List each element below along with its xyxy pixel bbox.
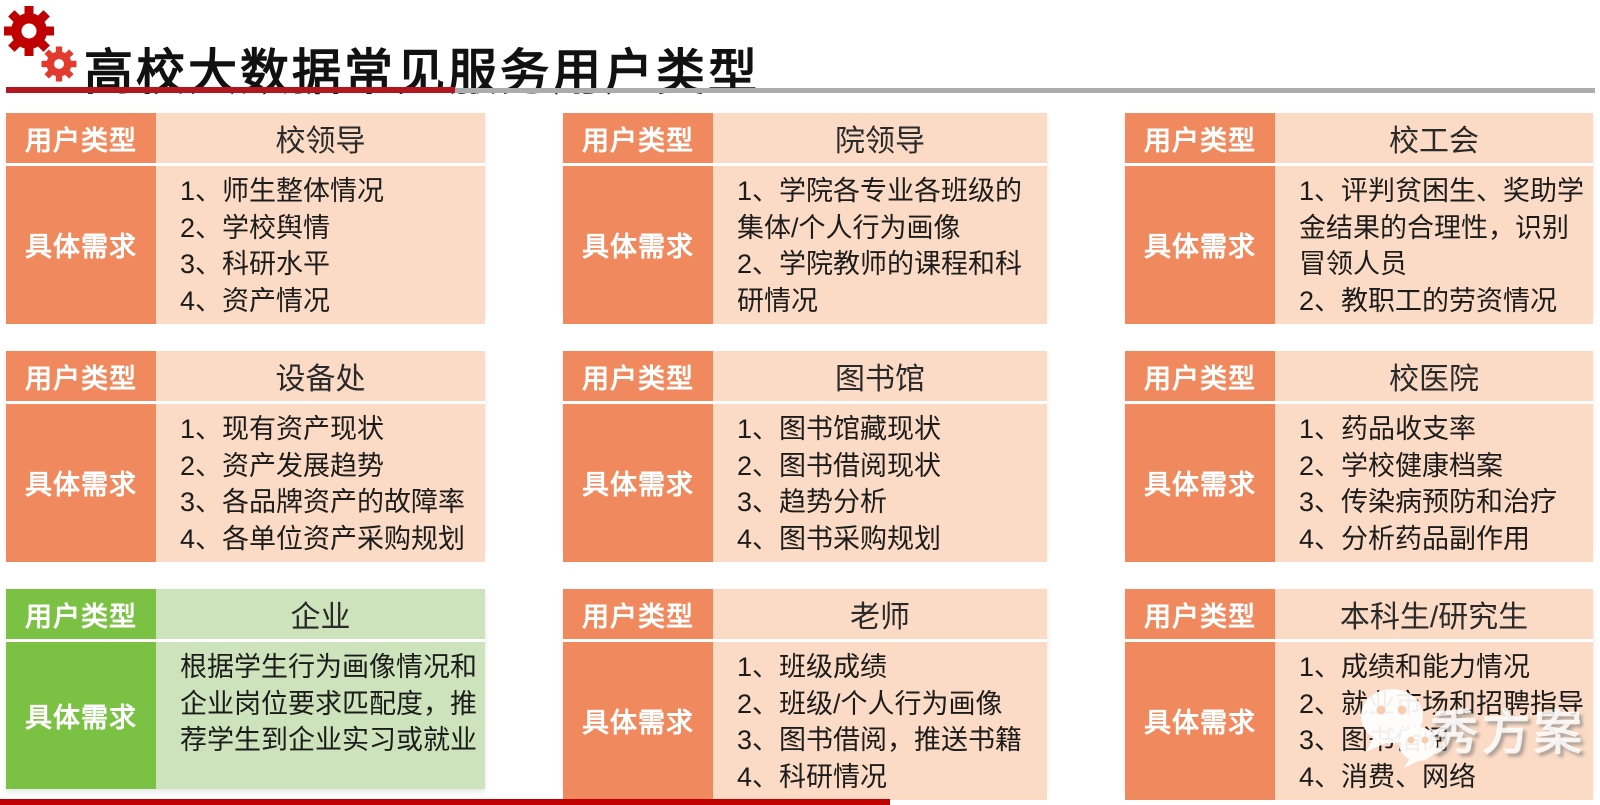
user-type-label: 用户类型 (6, 351, 156, 401)
need-item: 2、教职工的劳资情况 (1299, 286, 1558, 317)
card-user-type: 老师 (713, 589, 1047, 639)
user-type-label: 用户类型 (563, 351, 713, 401)
card-user-type: 图书馆 (713, 351, 1047, 401)
user-type-label: 用户类型 (6, 113, 156, 163)
need-item: 1、师生整体情况 (180, 176, 385, 206)
need-item: 1、现有资产现状 (180, 414, 385, 444)
need-item: 4、图书采购规划 (737, 524, 942, 555)
need-item: 2、就业市场和招聘指导 (1299, 688, 1585, 719)
user-card-5: 用户类型 图书馆 具体需求 1、图书馆藏现状 2、图书借阅现状 3、趋势分析 4、图书采购规… (563, 351, 1047, 562)
needs-label: 具体需求 (563, 642, 713, 800)
need-item: 3、图书借阅，推送书籍 (737, 725, 1023, 756)
card-user-type: 企业 (156, 589, 485, 639)
user-type-label: 用户类型 (6, 589, 156, 639)
need-item: 1、学院各专业各班级的集体/个人行为画像 (737, 176, 1023, 243)
user-type-label: 用户类型 (563, 113, 713, 163)
card-needs-list: 根据学生行为画像情况和企业岗位要求匹配度，推荐学生到企业实习或就业 (156, 642, 485, 789)
user-type-label: 用户类型 (1125, 113, 1275, 163)
user-card-7: 用户类型 企业 具体需求 根据学生行为画像情况和企业岗位要求匹配度，推荐学生到企业实习… (6, 589, 485, 789)
need-item: 1、班级成绩 (737, 652, 888, 682)
need-item: 4、消费、网络 (1299, 762, 1477, 793)
user-card-9: 用户类型 本科生/研究生 具体需求 1、成绩和能力情况 2、就业市场和招聘指导 3、图书借… (1125, 589, 1593, 800)
needs-label: 具体需求 (1125, 404, 1275, 562)
need-item: 4、分析药品副作用 (1299, 524, 1531, 555)
user-card-3: 用户类型 校工会 具体需求 1、评判贫困生、奖助学金结果的合理性，识别冒领人员 2、教职… (1125, 113, 1593, 324)
needs-label: 具体需求 (563, 404, 713, 562)
user-type-label: 用户类型 (1125, 351, 1275, 401)
need-item: 2、资产发展趋势 (180, 450, 385, 481)
needs-label: 具体需求 (1125, 642, 1275, 800)
title-underline-red (6, 87, 455, 93)
need-item: 4、各单位资产采购规划 (180, 524, 466, 555)
card-needs-list: 1、现有资产现状 2、资产发展趋势 3、各品牌资产的故障率 4、各单位资产采购规划 (156, 404, 485, 562)
card-user-type: 校医院 (1275, 351, 1593, 401)
card-user-type: 校工会 (1275, 113, 1593, 163)
need-item: 1、药品收支率 (1299, 414, 1477, 444)
card-needs-list: 1、评判贫困生、奖助学金结果的合理性，识别冒领人员 2、教职工的劳资情况 (1275, 166, 1593, 324)
need-item: 2、学校健康档案 (1299, 450, 1504, 481)
need-item: 4、科研情况 (737, 762, 888, 793)
needs-label: 具体需求 (1125, 166, 1275, 324)
user-type-label: 用户类型 (563, 589, 713, 639)
gear-icon (4, 6, 77, 82)
card-needs-list: 1、学院各专业各班级的集体/个人行为画像 2、学院教师的课程和科研情况 (713, 166, 1047, 324)
need-item: 2、班级/个人行为画像 (737, 688, 1003, 719)
need-item: 4、资产情况 (180, 286, 331, 317)
need-item: 1、评判贫困生、奖助学金结果的合理性，识别冒领人员 (1299, 176, 1585, 280)
need-item: 2、学院教师的课程和科研情况 (737, 249, 1023, 317)
need-item: 3、科研水平 (180, 249, 331, 280)
need-item: 3、传染病预防和治疗 (1299, 487, 1558, 518)
user-card-1: 用户类型 校领导 具体需求 1、师生整体情况 2、学校舆情 3、科研水平 4、资产情况 (6, 113, 485, 324)
need-item: 1、图书馆藏现状 (737, 414, 942, 444)
title-underline-gray (455, 88, 1595, 93)
card-user-type: 院领导 (713, 113, 1047, 163)
needs-label: 具体需求 (563, 166, 713, 324)
cards-grid: 用户类型 校领导 具体需求 1、师生整体情况 2、学校舆情 3、科研水平 4、资产情况 用户类… (6, 113, 1593, 800)
user-card-2: 用户类型 院领导 具体需求 1、学院各专业各班级的集体/个人行为画像 2、学院教师的课程… (563, 113, 1047, 324)
page-title: 高校大数据常见服务用户类型 (84, 45, 761, 100)
card-needs-list: 1、药品收支率 2、学校健康档案 3、传染病预防和治疗 4、分析药品副作用 (1275, 404, 1593, 562)
slide-header: 高校大数据常见服务用户类型 (0, 0, 1600, 100)
need-item: 3、各品牌资产的故障率 (180, 487, 466, 518)
card-needs-list: 1、师生整体情况 2、学校舆情 3、科研水平 4、资产情况 (156, 166, 485, 324)
user-card-4: 用户类型 设备处 具体需求 1、现有资产现状 2、资产发展趋势 3、各品牌资产的故障率 4、… (6, 351, 485, 562)
card-needs-list: 1、成绩和能力情况 2、就业市场和招聘指导 3、图书借阅 4、消费、网络 (1275, 642, 1593, 800)
need-item: 2、学校舆情 (180, 212, 331, 243)
needs-label: 具体需求 (6, 404, 156, 562)
user-type-label: 用户类型 (1125, 589, 1275, 639)
needs-label: 具体需求 (6, 166, 156, 324)
user-card-6: 用户类型 校医院 具体需求 1、药品收支率 2、学校健康档案 3、传染病预防和治疗 4、分析… (1125, 351, 1593, 562)
need-item: 1、成绩和能力情况 (1299, 652, 1531, 682)
card-user-type: 设备处 (156, 351, 485, 401)
user-card-8: 用户类型 老师 具体需求 1、班级成绩 2、班级/个人行为画像 3、图书借阅，推送书籍 4、… (563, 589, 1047, 800)
need-item: 2、图书借阅现状 (737, 450, 942, 481)
card-user-type: 本科生/研究生 (1275, 589, 1593, 639)
card-user-type: 校领导 (156, 113, 485, 163)
need-item: 根据学生行为画像情况和企业岗位要求匹配度，推荐学生到企业实习或就业 (180, 652, 477, 756)
card-needs-list: 1、班级成绩 2、班级/个人行为画像 3、图书借阅，推送书籍 4、科研情况 (713, 642, 1047, 800)
needs-label: 具体需求 (6, 642, 156, 789)
need-item: 3、趋势分析 (737, 487, 888, 518)
bottom-rule (0, 799, 890, 805)
card-needs-list: 1、图书馆藏现状 2、图书借阅现状 3、趋势分析 4、图书采购规划 (713, 404, 1047, 562)
need-item: 3、图书借阅 (1299, 725, 1450, 756)
